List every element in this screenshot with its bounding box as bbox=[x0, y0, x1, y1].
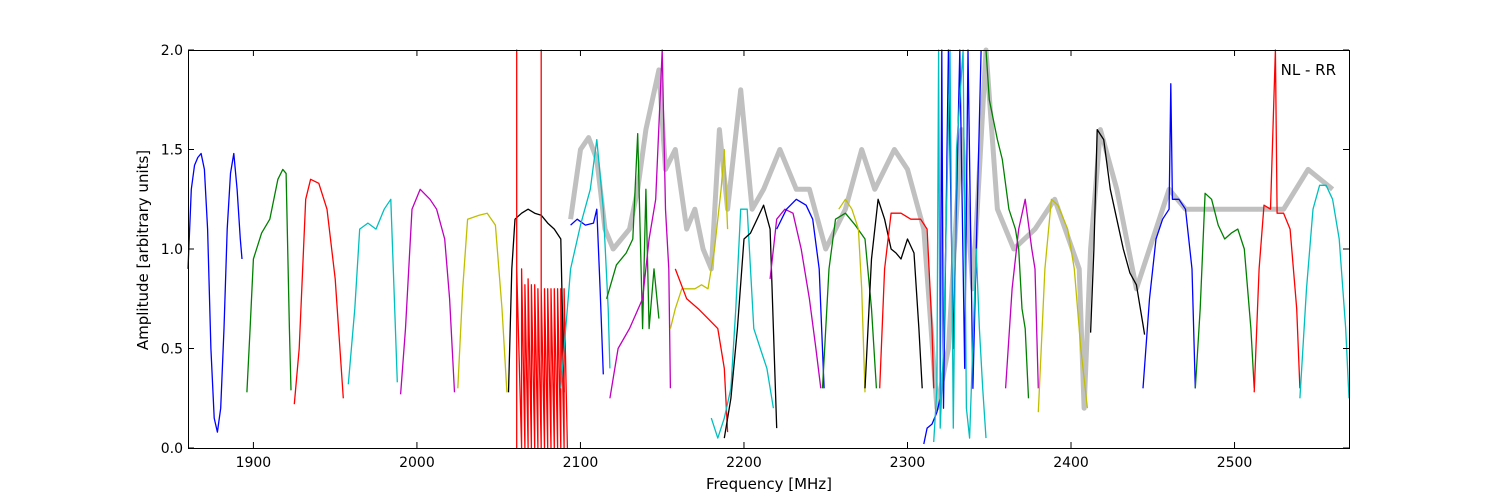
x-axis-label: Frequency [MHz] bbox=[706, 475, 832, 493]
series-line-19 bbox=[821, 212, 878, 389]
panel-annotation: NL - RR bbox=[1281, 61, 1336, 79]
series-line-26 bbox=[1004, 198, 1039, 389]
series-line-2 bbox=[246, 168, 292, 393]
envelope-layer bbox=[568, 47, 1335, 411]
series-line-11 bbox=[605, 132, 660, 330]
y-tick-label: 0.5 bbox=[161, 342, 183, 358]
series-line-21 bbox=[864, 198, 923, 389]
y-axis-label: Amplitude [arbitrary units] bbox=[134, 150, 152, 350]
series-line-18 bbox=[776, 198, 825, 389]
envelope-line bbox=[568, 47, 1335, 411]
x-tick-label: 2300 bbox=[890, 455, 926, 471]
y-tick-label: 1.0 bbox=[161, 242, 183, 258]
y-tick-label: 1.5 bbox=[161, 143, 183, 159]
x-tick-label: 2400 bbox=[1053, 455, 1089, 471]
series-line-3 bbox=[293, 178, 344, 405]
x-tick-label: 2000 bbox=[399, 455, 435, 471]
x-tick-label: 2100 bbox=[563, 455, 599, 471]
series-line-30 bbox=[1194, 192, 1255, 389]
series-line-15 bbox=[710, 208, 775, 439]
series-line-31 bbox=[1253, 49, 1301, 393]
y-tick-label: 0.0 bbox=[161, 441, 183, 457]
series-line-13 bbox=[669, 148, 729, 329]
x-axis: 1900 2000 2100 2200 2300 2400 2500 bbox=[236, 50, 1253, 471]
series-line-24 bbox=[933, 49, 987, 443]
series-line-10 bbox=[560, 138, 611, 389]
series-line-25 bbox=[985, 49, 1030, 399]
series-line-9 bbox=[570, 208, 604, 375]
x-tick-label: 2200 bbox=[726, 455, 762, 471]
series-line-4 bbox=[347, 198, 398, 385]
x-tick-label: 1900 bbox=[236, 455, 272, 471]
series-line-16 bbox=[723, 204, 778, 439]
series-layer bbox=[187, 49, 1350, 449]
x-tick-label: 2500 bbox=[1217, 455, 1253, 471]
series-line-17 bbox=[769, 208, 822, 389]
series-line-20 bbox=[838, 198, 866, 393]
series-line-5 bbox=[399, 188, 456, 395]
series-line-8 bbox=[516, 49, 569, 449]
y-tick-label: 2.0 bbox=[161, 43, 183, 59]
series-line-1 bbox=[187, 152, 243, 433]
plot-frame bbox=[188, 50, 1350, 449]
series-line-32 bbox=[1299, 184, 1350, 399]
series-line-28 bbox=[1089, 128, 1146, 335]
series-line-12 bbox=[609, 49, 672, 399]
y-axis: 0.0 0.5 1.0 1.5 2.0 bbox=[161, 43, 1349, 457]
series-line-22 bbox=[879, 212, 935, 389]
series-line-29 bbox=[1142, 83, 1196, 389]
series-line-7 bbox=[507, 208, 565, 393]
series-line-6 bbox=[457, 212, 508, 393]
series-line-14 bbox=[674, 268, 729, 433]
series-line-27 bbox=[1037, 198, 1089, 413]
